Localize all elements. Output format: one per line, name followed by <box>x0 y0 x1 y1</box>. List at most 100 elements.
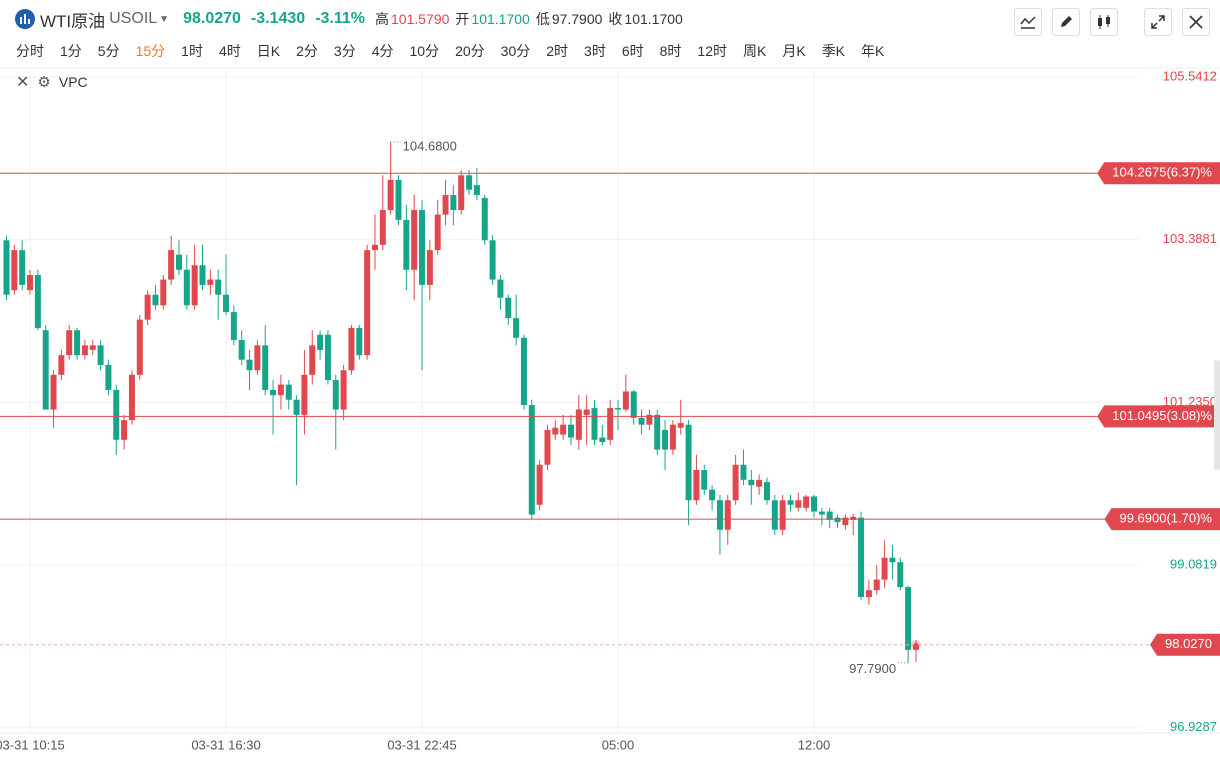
candle-body <box>136 319 143 375</box>
close: 101.1700 <box>624 11 683 27</box>
candle-body <box>826 511 833 520</box>
candle-body <box>811 496 818 512</box>
interval-tab[interactable]: 12时 <box>697 43 727 59</box>
candle-body <box>865 590 872 597</box>
indicator-settings[interactable]: ⚙ <box>37 74 51 91</box>
candle-body <box>505 297 512 319</box>
interval-tab[interactable]: 3时 <box>584 43 606 59</box>
interval-tab[interactable]: 6时 <box>621 43 644 59</box>
low: 97.7900 <box>551 11 603 27</box>
candle-body <box>912 644 919 650</box>
candle-body <box>411 210 418 270</box>
candle-body <box>230 312 237 341</box>
x-tick-label: 05:00 <box>602 737 635 752</box>
candle-body <box>11 250 18 291</box>
price-tag-label: 101.0495(3.08)% <box>1112 408 1212 423</box>
dropdown-arrow[interactable]: ▼ <box>159 13 170 25</box>
candle-body <box>340 370 347 410</box>
fullscreen-button[interactable] <box>1144 8 1172 36</box>
candle-body <box>317 334 324 350</box>
toolbar-icons <box>1014 8 1210 36</box>
interval-tabs: 分时 1分 5分 15分 1时 4时 日K 2分 3分 4分 10分 20分 30分 2时 3时 6时 8时 12… <box>8 38 892 64</box>
scroll-handle <box>1214 360 1220 470</box>
chart-type-button[interactable] <box>1014 8 1042 36</box>
candle-body <box>709 489 716 501</box>
interval-tab[interactable]: 季K <box>821 43 846 59</box>
candle-body <box>105 364 112 390</box>
change: -3.1430 <box>250 10 306 27</box>
candle-body <box>779 500 786 530</box>
interval-tab[interactable]: 10分 <box>409 43 440 59</box>
candle-body <box>160 279 167 306</box>
interval-tab[interactable]: 8时 <box>659 43 682 59</box>
candle-body <box>27 275 34 291</box>
symbol[interactable]: USOIL <box>109 10 158 27</box>
candle-body <box>834 517 841 523</box>
interval-tab[interactable]: 30分 <box>500 43 531 59</box>
interval-tab[interactable]: 月K <box>782 43 806 59</box>
candle-body <box>481 197 488 241</box>
candle-body <box>842 517 849 526</box>
candle-body <box>732 464 739 501</box>
candle-body <box>520 337 527 406</box>
close-label: 收 <box>608 11 623 27</box>
x-tick-label: 03-31 16:30 <box>191 737 260 752</box>
interval-tab[interactable]: 20分 <box>455 43 485 59</box>
candle-body <box>50 374 57 410</box>
candle-body <box>371 244 378 251</box>
interval-tab[interactable]: 分时 <box>16 43 44 59</box>
low-label: 低 <box>535 11 550 27</box>
candle-body <box>607 408 614 440</box>
x-tick-label: 03-31 10:15 <box>0 737 65 752</box>
candle-body <box>881 557 888 580</box>
candle-body <box>434 214 441 251</box>
last-price: 98.0270 <box>183 10 241 27</box>
high: 101.5790 <box>391 11 450 27</box>
candle-body <box>662 429 669 450</box>
draw-button[interactable] <box>1052 8 1080 36</box>
price-tag <box>1150 633 1220 656</box>
interval-tab[interactable]: 15分 <box>135 43 166 59</box>
interval-tab[interactable]: 1时 <box>181 43 203 59</box>
indicator-button[interactable] <box>1090 8 1118 36</box>
candle-body <box>685 424 692 501</box>
candle-body <box>97 345 104 365</box>
remove-indicator[interactable]: ✕ <box>16 74 30 91</box>
candle-body <box>724 500 731 530</box>
y-tick-label: 103.3881 <box>1163 231 1217 246</box>
candle-body <box>497 279 504 298</box>
interval-tab[interactable]: 4时 <box>218 43 241 59</box>
candle-body <box>803 496 810 508</box>
interval-tab[interactable]: 2时 <box>546 43 569 59</box>
header: WTI原油 USOIL ▼ 98.0270 -3.1430 -3.11% 高 1… <box>0 0 689 38</box>
candle-body <box>144 294 151 320</box>
candle-body <box>897 562 904 588</box>
candle-body <box>583 409 590 415</box>
price-tag-label: 98.0270 <box>1165 636 1212 651</box>
candle-body <box>544 429 551 465</box>
candle-body <box>168 250 175 280</box>
candle-body <box>3 240 10 295</box>
interval-tab[interactable]: 4分 <box>371 43 394 59</box>
annotation-label: 104.6800 <box>403 138 457 153</box>
candle-body <box>450 194 457 211</box>
interval-tab[interactable]: 2分 <box>296 43 318 59</box>
candle-body <box>850 516 857 520</box>
candle-body <box>191 265 198 306</box>
candle-body <box>324 334 331 381</box>
candle-body <box>442 194 449 215</box>
interval-tab[interactable]: 周K <box>743 43 767 59</box>
change-pct: -3.11% <box>315 10 365 27</box>
candle-body <box>528 405 535 515</box>
interval-tab[interactable]: 日K <box>256 43 281 59</box>
candle-body <box>81 345 88 356</box>
indicator-row: ✕ ⚙ VPC <box>16 72 88 92</box>
close-button[interactable] <box>1182 8 1210 36</box>
interval-tab[interactable]: 3分 <box>333 43 356 59</box>
symbol-icon <box>15 9 35 29</box>
interval-tab[interactable]: 1分 <box>60 43 82 59</box>
interval-tab[interactable]: 年K <box>861 43 885 59</box>
interval-tab[interactable]: 5分 <box>97 43 120 59</box>
